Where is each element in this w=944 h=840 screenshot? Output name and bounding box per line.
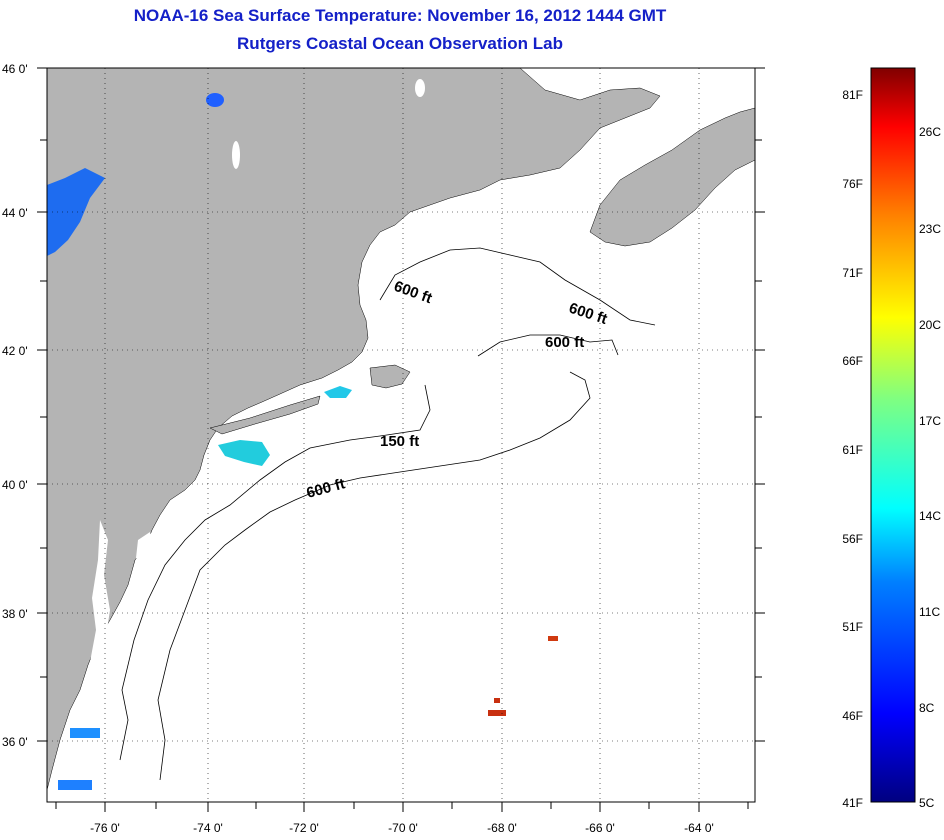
colorbar-f-label: 61F bbox=[842, 443, 863, 457]
sst-patch-red bbox=[548, 636, 558, 641]
lon-label: -74 0' bbox=[193, 821, 223, 835]
colorbar-c-label: 11C bbox=[919, 605, 940, 619]
lat-label: 44 0' bbox=[2, 206, 28, 220]
sst-patch-red bbox=[488, 710, 506, 716]
lon-label: -66 0' bbox=[585, 821, 615, 835]
delaware-bay bbox=[136, 532, 156, 566]
contour-150ft bbox=[119, 384, 431, 761]
sst-patch-red bbox=[494, 698, 500, 703]
map-frame bbox=[46, 67, 756, 803]
colorbar-f-label: 51F bbox=[842, 620, 863, 634]
inland-lake bbox=[232, 141, 240, 169]
map-title: NOAA-16 Sea Surface Temperature: Novembe… bbox=[133, 6, 667, 25]
lon-label: -64 0' bbox=[684, 821, 714, 835]
colorbar-f-label: 71F bbox=[842, 266, 863, 280]
land-cape-cod bbox=[369, 364, 411, 389]
lat-label: 38 0' bbox=[2, 607, 28, 621]
lat-label: 46 0' bbox=[2, 62, 28, 76]
axis-ticks bbox=[37, 67, 765, 812]
lat-label: 36 0' bbox=[2, 735, 28, 749]
contour-label: 150 ft bbox=[380, 433, 419, 450]
colorbar-f-label: 66F bbox=[842, 354, 863, 368]
colorbar bbox=[870, 67, 916, 803]
colorbar-f-label: 41F bbox=[842, 796, 863, 810]
contour-georges bbox=[477, 334, 619, 357]
map-subtitle: Rutgers Coastal Ocean Observation Lab bbox=[237, 34, 563, 53]
sst-patch-blue bbox=[70, 728, 100, 738]
great-lake-sst bbox=[47, 168, 105, 256]
land-us-mainland bbox=[47, 68, 661, 791]
contour-600ft-shelf bbox=[157, 371, 591, 781]
colorbar-c-label: 20C bbox=[919, 318, 941, 332]
colorbar-f-label: 81F bbox=[842, 88, 863, 102]
chesapeake-bay bbox=[90, 520, 110, 670]
lon-label: -70 0' bbox=[388, 821, 418, 835]
colorbar-c-label: 26C bbox=[919, 125, 941, 139]
lon-label: -72 0' bbox=[289, 821, 319, 835]
lon-label: -68 0' bbox=[487, 821, 517, 835]
sst-patch-cyan bbox=[324, 386, 352, 398]
inland-lake bbox=[206, 93, 224, 107]
colorbar-c-label: 8C bbox=[919, 701, 935, 715]
lat-label: 40 0' bbox=[2, 478, 28, 492]
colorbar-c-label: 17C bbox=[919, 414, 941, 428]
colorbar-f-label: 76F bbox=[842, 177, 863, 191]
lon-label: -76 0' bbox=[90, 821, 120, 835]
land-nova-scotia bbox=[589, 107, 755, 247]
graticule bbox=[47, 68, 755, 802]
sst-patch-blue bbox=[58, 780, 92, 790]
contour-label: 600 ft bbox=[545, 334, 584, 351]
inland-lake bbox=[415, 79, 425, 97]
colorbar-c-label: 23C bbox=[919, 222, 941, 236]
lat-label: 42 0' bbox=[2, 344, 28, 358]
colorbar-c-label: 5C bbox=[919, 796, 935, 810]
sst-patch-cyan bbox=[218, 440, 270, 466]
colorbar-c-label: 14C bbox=[919, 509, 941, 523]
contour-gulf-maine bbox=[379, 247, 656, 326]
colorbar-f-label: 46F bbox=[842, 709, 863, 723]
land-long-island bbox=[209, 395, 321, 435]
colorbar-f-label: 56F bbox=[842, 532, 863, 546]
